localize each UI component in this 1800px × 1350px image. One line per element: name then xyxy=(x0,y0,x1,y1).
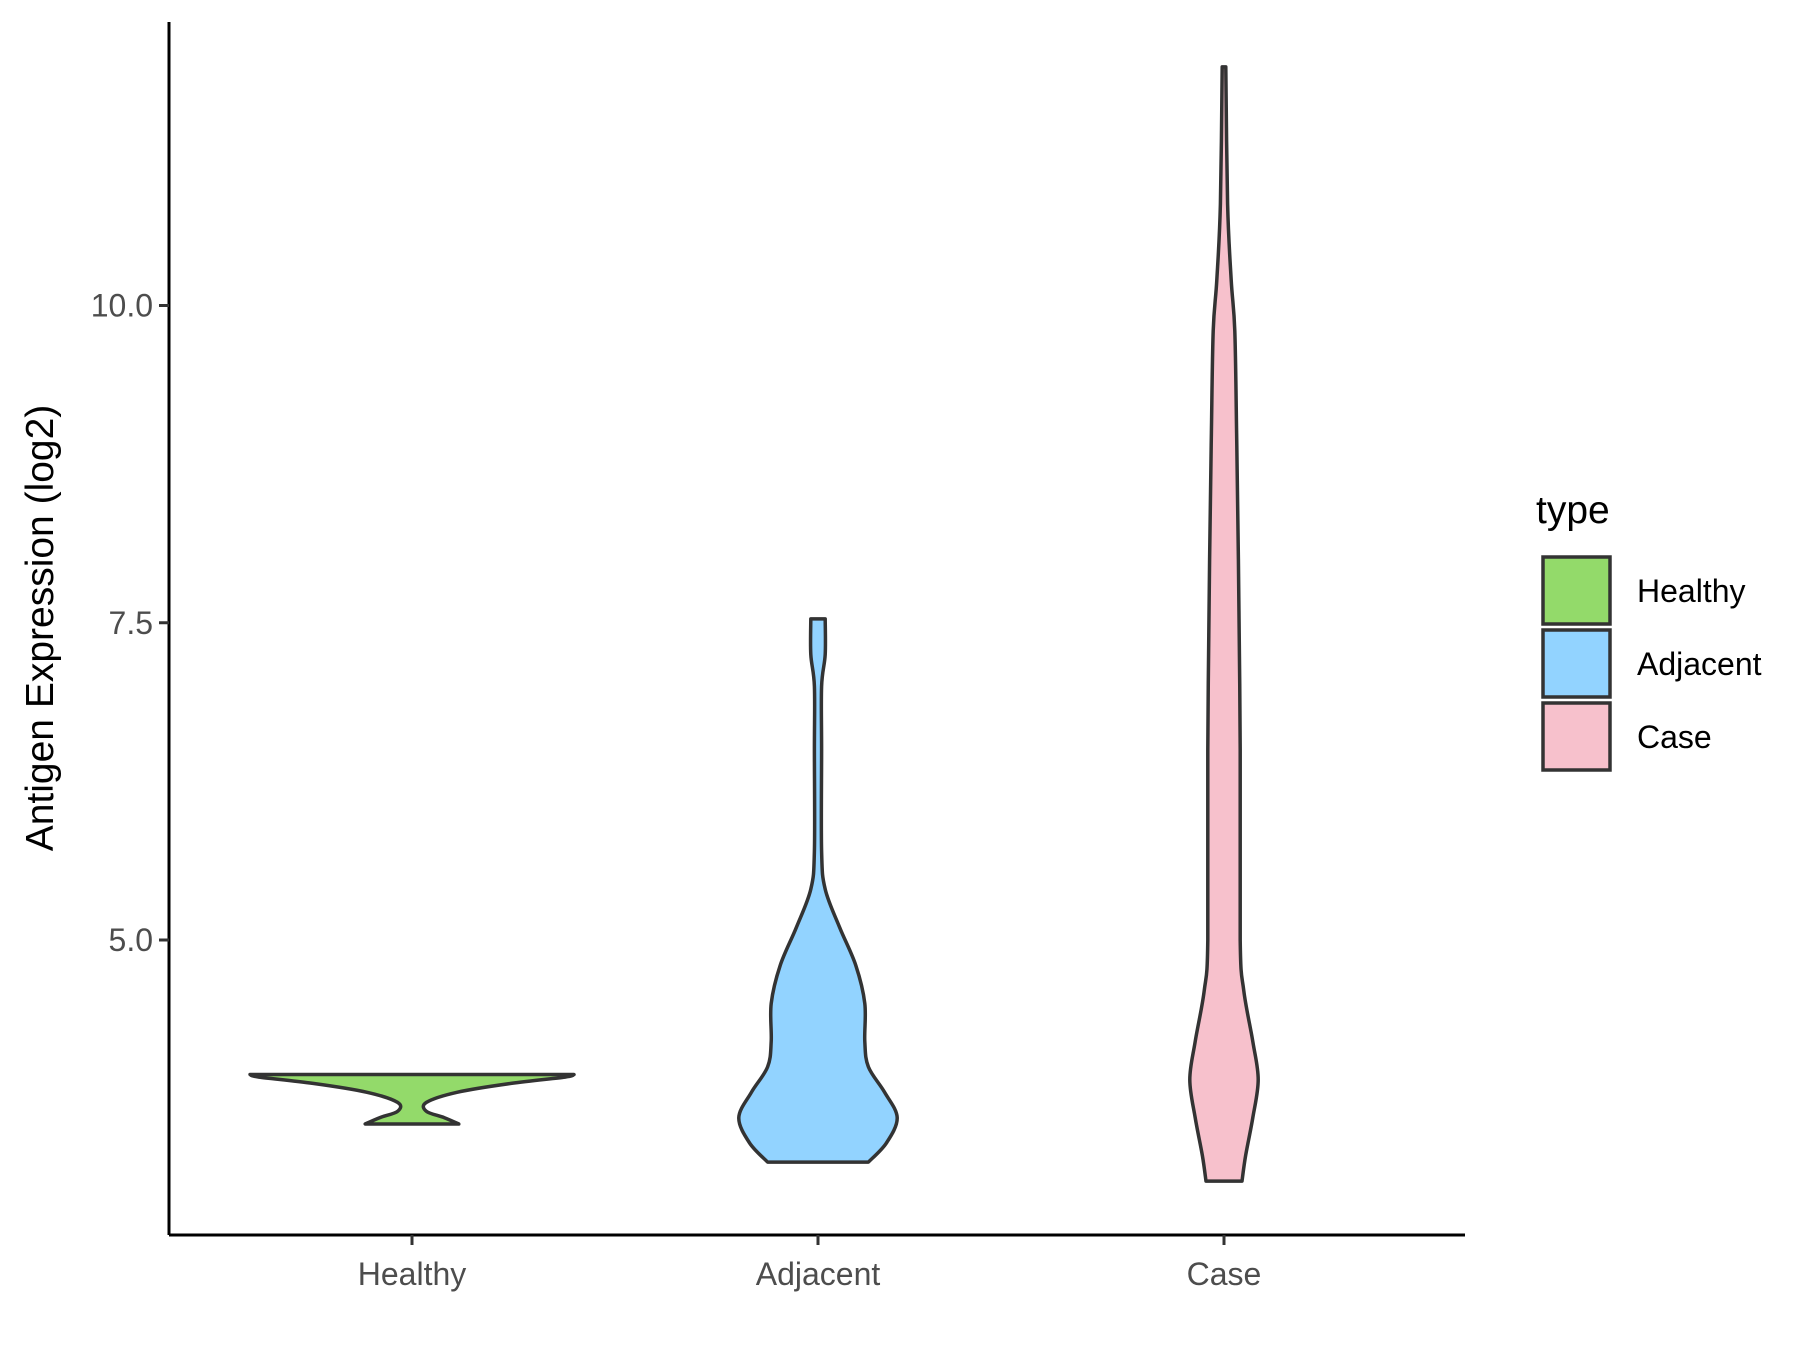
legend-swatch-case xyxy=(1541,701,1612,772)
legend-title: type xyxy=(1536,489,1610,532)
x-tick-label: Adjacent xyxy=(756,1256,881,1292)
legend-label: Healthy xyxy=(1637,573,1746,609)
y-tick-label: 7.5 xyxy=(109,605,153,641)
x-ticks: Healthy Adjacent Case xyxy=(358,1235,1262,1292)
x-tick-label: Healthy xyxy=(358,1256,467,1292)
x-tick-label: Case xyxy=(1187,1256,1262,1292)
violin-adjacent xyxy=(737,617,899,1164)
y-tick-label: 5.0 xyxy=(109,922,153,958)
violins xyxy=(248,65,1260,1183)
y-tick-label: 10.0 xyxy=(91,288,153,324)
legend-items: Healthy Adjacent Case xyxy=(1541,555,1762,772)
violin-healthy xyxy=(248,1072,576,1126)
legend-label: Case xyxy=(1637,719,1712,755)
y-axis-title: Antigen Expression (log2) xyxy=(19,405,62,852)
violin-case xyxy=(1188,65,1260,1183)
legend: type Healthy Adjacent Case xyxy=(1536,489,1762,772)
y-ticks: 5.0 7.5 10.0 xyxy=(91,288,169,958)
legend-label: Adjacent xyxy=(1637,646,1762,682)
legend-swatch-healthy xyxy=(1541,555,1612,626)
legend-swatch-adjacent xyxy=(1541,628,1612,699)
